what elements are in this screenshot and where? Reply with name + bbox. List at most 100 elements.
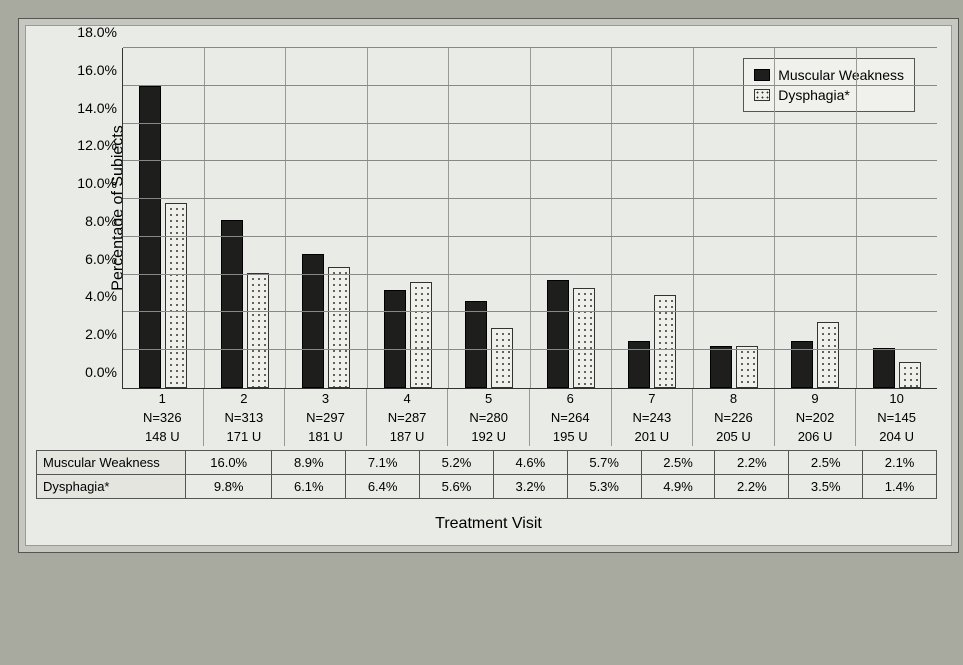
- x-category-cell: 205 U: [693, 427, 775, 446]
- bar-mw: [384, 290, 406, 388]
- x-category-cell: N=297: [285, 408, 367, 427]
- y-tick-label: 0.0%: [85, 364, 123, 380]
- gridline: [123, 160, 937, 161]
- bar-dys: [491, 328, 513, 388]
- y-tick-label: 12.0%: [77, 137, 123, 153]
- x-category-cell: 192 U: [448, 427, 530, 446]
- x-category-labels: 12345678910 N=326N=313N=297N=287N=280N=2…: [122, 389, 937, 446]
- gridline: [123, 311, 937, 312]
- gridline: [123, 123, 937, 124]
- table-row: Dysphagia*9.8%6.1%6.4%5.6%3.2%5.3%4.9%2.…: [37, 475, 937, 499]
- y-tick-label: 2.0%: [85, 326, 123, 342]
- y-tick-label: 14.0%: [77, 100, 123, 116]
- y-tick-label: 8.0%: [85, 213, 123, 229]
- table-cell: 2.5%: [641, 451, 715, 475]
- x-category-cell: 1: [122, 389, 204, 408]
- y-tick-label: 4.0%: [85, 288, 123, 304]
- bar-group: [857, 48, 938, 388]
- x-category-cell: N=226: [693, 408, 775, 427]
- x-category-cell: 2: [204, 389, 286, 408]
- y-tick-label: 18.0%: [77, 24, 123, 40]
- table-cell: 8.9%: [272, 451, 346, 475]
- x-category-cell: 181 U: [285, 427, 367, 446]
- bar-mw: [139, 86, 161, 388]
- x-category-cell: 204 U: [856, 427, 937, 446]
- x-category-cell: N=202: [775, 408, 857, 427]
- bar-group: [123, 48, 205, 388]
- bar-dys: [410, 282, 432, 388]
- bar-mw: [710, 346, 732, 388]
- x-row-visit: 12345678910: [122, 389, 937, 408]
- table-cell: 3.5%: [789, 475, 863, 499]
- bar-columns: [123, 48, 937, 388]
- y-tick-label: 16.0%: [77, 62, 123, 78]
- table-cell: 3.2%: [493, 475, 567, 499]
- chart-area: Percentage of Subjects Muscular Weakness…: [26, 26, 951, 389]
- bar-group: [775, 48, 857, 388]
- table-row-header: Dysphagia*: [37, 475, 186, 499]
- gridline: [123, 274, 937, 275]
- table-cell: 2.2%: [715, 451, 789, 475]
- y-tick-label: 6.0%: [85, 251, 123, 267]
- bar-group: [449, 48, 531, 388]
- x-category-cell: N=326: [122, 408, 204, 427]
- bar-dys: [328, 267, 350, 388]
- bar-mw: [547, 280, 569, 388]
- gridline: [123, 85, 937, 86]
- x-category-cell: 4: [367, 389, 449, 408]
- x-category-cell: 9: [775, 389, 857, 408]
- bar-mw: [465, 301, 487, 388]
- bar-dys: [573, 288, 595, 388]
- x-category-cell: 187 U: [367, 427, 449, 446]
- table-cell: 4.6%: [493, 451, 567, 475]
- table-cell: 9.8%: [186, 475, 272, 499]
- bar-group: [368, 48, 450, 388]
- bar-dys: [736, 346, 758, 388]
- table-cell: 2.5%: [789, 451, 863, 475]
- bar-group: [694, 48, 776, 388]
- x-category-cell: 206 U: [775, 427, 857, 446]
- chart-inner: Percentage of Subjects Muscular Weakness…: [25, 25, 952, 546]
- gridline: [123, 349, 937, 350]
- x-category-cell: N=280: [448, 408, 530, 427]
- bar-dys: [654, 295, 676, 388]
- x-category-cell: 5: [448, 389, 530, 408]
- table-cell: 16.0%: [186, 451, 272, 475]
- bar-mw: [791, 341, 813, 388]
- x-category-cell: 171 U: [204, 427, 286, 446]
- y-tick-label: 10.0%: [77, 175, 123, 191]
- bar-mw: [221, 220, 243, 388]
- table-cell: 5.3%: [567, 475, 641, 499]
- table-cell: 2.2%: [715, 475, 789, 499]
- bar-dys: [165, 203, 187, 388]
- x-category-cell: N=313: [204, 408, 286, 427]
- bar-group: [286, 48, 368, 388]
- table-cell: 2.1%: [863, 451, 937, 475]
- table-row: Muscular Weakness16.0%8.9%7.1%5.2%4.6%5.…: [37, 451, 937, 475]
- x-category-cell: 10: [856, 389, 937, 408]
- bar-mw: [873, 348, 895, 388]
- data-table: Muscular Weakness16.0%8.9%7.1%5.2%4.6%5.…: [36, 450, 937, 499]
- table-row-header: Muscular Weakness: [37, 451, 186, 475]
- x-category-cell: N=287: [367, 408, 449, 427]
- gridline: [123, 198, 937, 199]
- x-category-cell: 201 U: [612, 427, 694, 446]
- table-cell: 6.4%: [346, 475, 420, 499]
- bar-group: [531, 48, 613, 388]
- table-cell: 6.1%: [272, 475, 346, 499]
- bar-dys: [817, 322, 839, 388]
- x-category-cell: 148 U: [122, 427, 204, 446]
- table-cell: 5.2%: [420, 451, 494, 475]
- table-cell: 5.6%: [420, 475, 494, 499]
- table-cell: 4.9%: [641, 475, 715, 499]
- x-category-cell: N=145: [856, 408, 937, 427]
- x-row-dose: 148 U171 U181 U187 U192 U195 U201 U205 U…: [122, 427, 937, 446]
- gridline: [123, 47, 937, 48]
- table-cell: 5.7%: [567, 451, 641, 475]
- x-row-n: N=326N=313N=297N=287N=280N=264N=243N=226…: [122, 408, 937, 427]
- bar-group: [612, 48, 694, 388]
- x-category-cell: 195 U: [530, 427, 612, 446]
- x-category-cell: 7: [612, 389, 694, 408]
- x-axis-label: Treatment Visit: [26, 507, 951, 545]
- bar-dys: [247, 273, 269, 388]
